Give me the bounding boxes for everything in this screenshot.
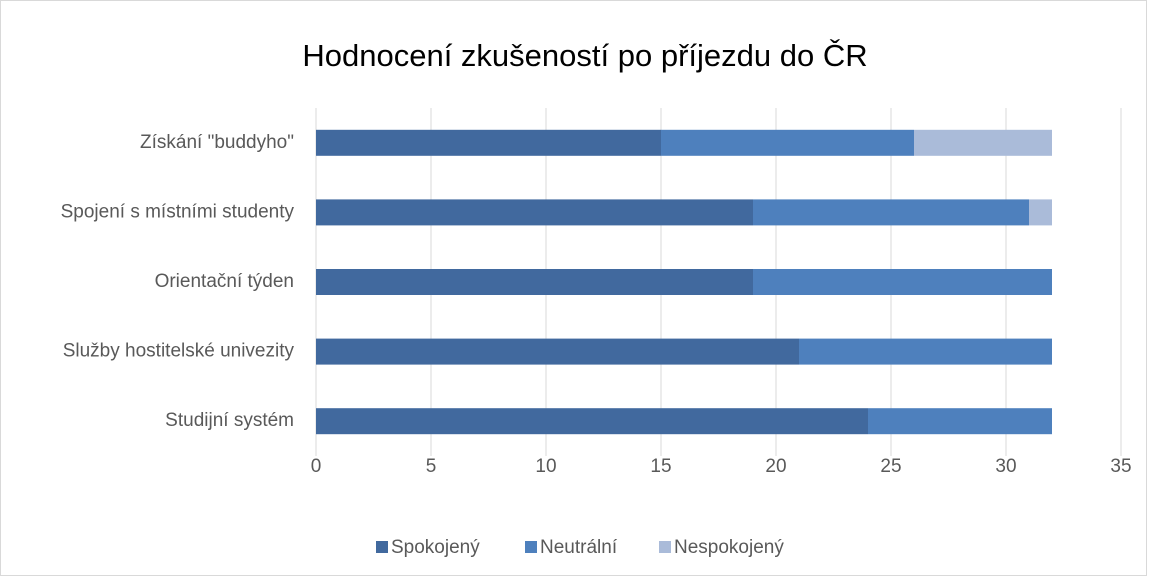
y-tick-label: Orientační týden [155,271,294,292]
legend-swatch [525,541,537,553]
legend-label: Nespokojený [674,537,784,558]
x-tick-label: 0 [311,456,322,477]
bar-segment [799,338,1052,365]
bar-segment [316,338,799,365]
legend-swatch [659,541,671,553]
x-tick-label: 25 [880,456,901,477]
bar-segment [316,269,753,295]
x-tick-label: 30 [995,456,1016,477]
bar-segment [316,129,661,156]
x-tick-label: 5 [426,456,437,477]
y-tick-label: Služby hostitelské univezity [63,341,295,362]
legend-swatch [376,541,388,553]
y-tick-label: Studijní systém [165,410,294,431]
x-tick-label: 20 [765,456,786,477]
x-tick-label: 35 [1110,456,1131,477]
bar-segment [753,199,1029,226]
legend-label: Spokojený [391,537,480,558]
chart-title: Hodnocení zkušeností po příjezdu do ČR [302,38,867,73]
legend-label: Neutrální [540,537,618,558]
bar-segment [753,269,1052,295]
y-tick-label: Spojení s místními studenty [61,201,295,222]
y-tick-label: Získání "buddyho" [140,132,294,153]
bar-segment [868,408,1052,435]
bar-segment [316,408,868,435]
bar-segment [914,129,1052,156]
bar-segment [1029,199,1052,226]
bar-segment [661,129,914,156]
x-tick-label: 10 [535,456,556,477]
x-tick-label: 15 [650,456,671,477]
bar-segment [316,199,753,226]
